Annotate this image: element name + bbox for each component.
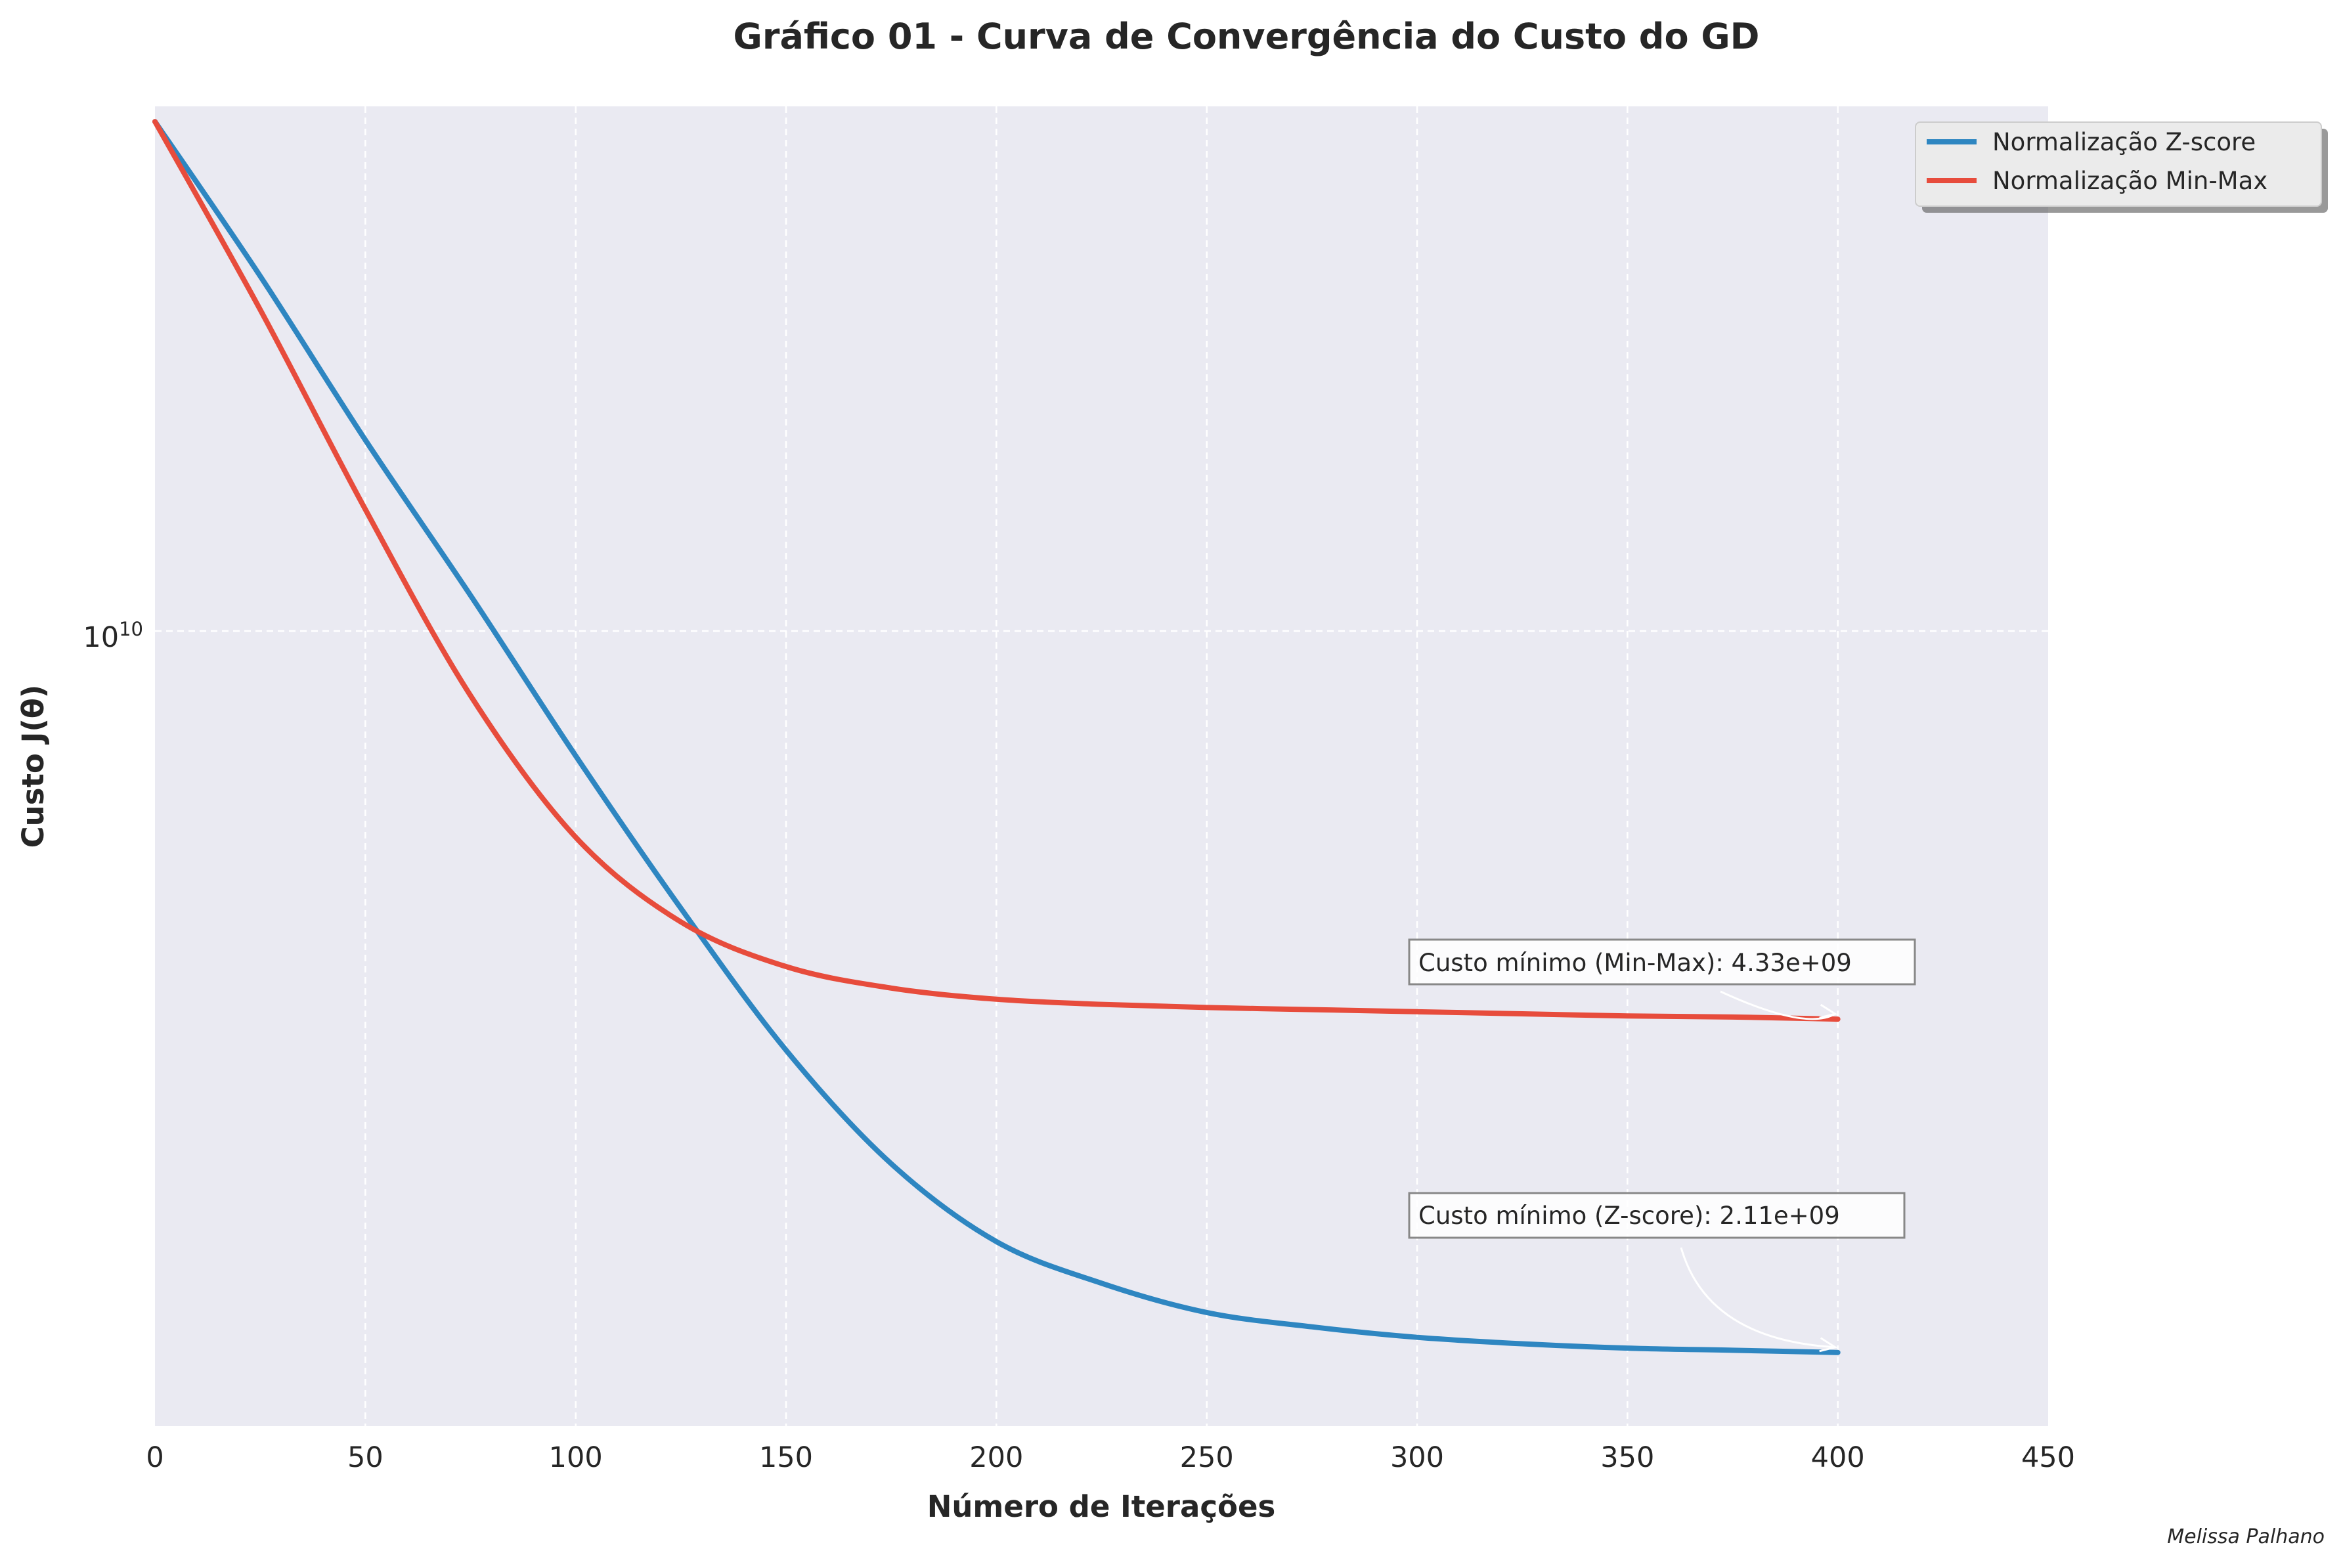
x-tick-label-350: 350 (1600, 1441, 1654, 1474)
annotation-z-score-box (1408, 1192, 1906, 1239)
x-tick-label-50: 50 (347, 1441, 383, 1474)
x-tick-label-450: 450 (2021, 1441, 2075, 1474)
annotations: Custo mínimo (Min-Max): 4.33e+09 Custo mí… (1408, 938, 1916, 1353)
x-tick-label-0: 0 (146, 1441, 164, 1474)
y-axis-label: Custo J(θ) (16, 685, 51, 848)
annotation-min-max-box (1408, 938, 1916, 986)
x-tick-label-400: 400 (1811, 1441, 1865, 1474)
annotation-z-score-text: Custo mínimo (Z-score): 2.11e+09 (1418, 1202, 1840, 1230)
grid-lines (155, 106, 2048, 1426)
annotation-z-score-arrowhead (1819, 1337, 1838, 1353)
x-tick-label-300: 300 (1390, 1441, 1444, 1474)
x-tick-label-200: 200 (969, 1441, 1023, 1474)
annotation-min-max-arrow (1720, 990, 1836, 1020)
y-tick-label-10: 1010 (83, 618, 143, 654)
x-tick-labels: 0 50 100 150 200 250 300 350 400 450 (146, 1441, 2075, 1474)
annotation-min-max-text: Custo mínimo (Min-Max): 4.33e+09 (1418, 949, 1852, 977)
x-axis-label: Número de Iterações (927, 1489, 1276, 1524)
legend-box (1915, 121, 2322, 207)
series-line-minmax (152, 119, 1841, 1022)
annotation-min-max-arrowhead (1819, 1003, 1838, 1019)
y-tick-labels: 1010 (83, 618, 143, 654)
series-lines (152, 119, 1841, 1355)
annotation-z-score-arrow (1680, 1247, 1835, 1349)
series-line-zscore (152, 119, 1841, 1355)
author-credit: Melissa Palhano (2167, 1525, 2325, 1548)
chart-title: Gráfico 01 - Curva de Convergência do Cu… (734, 16, 1760, 57)
x-tick-label-100: 100 (549, 1441, 603, 1474)
x-tick-label-150: 150 (759, 1441, 813, 1474)
legend: Normalização Z-score Normalização Min-Ma… (1915, 121, 2328, 213)
legend-label-zscore: Normalização Z-score (1992, 128, 2256, 156)
x-tick-label-250: 250 (1180, 1441, 1234, 1474)
legend-label-minmax: Normalização Min-Max (1992, 167, 2267, 195)
